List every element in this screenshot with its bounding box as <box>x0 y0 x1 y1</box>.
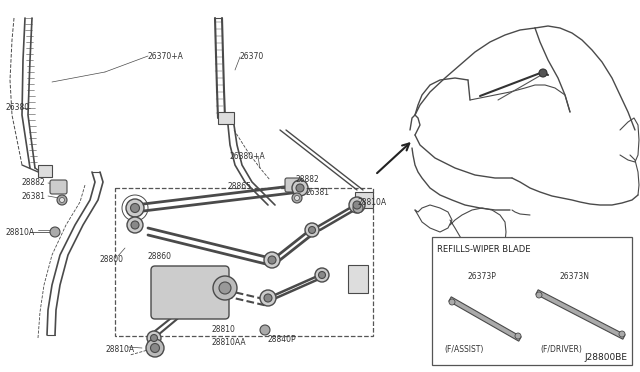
Circle shape <box>150 334 157 341</box>
Circle shape <box>619 331 625 337</box>
Text: 26370: 26370 <box>240 52 264 61</box>
Text: 26373P: 26373P <box>467 272 496 281</box>
FancyBboxPatch shape <box>50 180 67 194</box>
Bar <box>348 265 368 293</box>
Circle shape <box>319 272 326 279</box>
Circle shape <box>353 201 361 209</box>
Text: 28865: 28865 <box>228 182 252 191</box>
Polygon shape <box>449 297 521 341</box>
Circle shape <box>264 294 272 302</box>
Circle shape <box>264 252 280 268</box>
Text: 26370+A: 26370+A <box>148 52 184 61</box>
Text: J28800BE: J28800BE <box>584 353 627 362</box>
Circle shape <box>260 325 270 335</box>
Circle shape <box>146 339 164 357</box>
Circle shape <box>126 199 144 217</box>
Text: 28810: 28810 <box>212 325 236 334</box>
Circle shape <box>268 256 276 264</box>
Circle shape <box>60 198 65 202</box>
Text: 26380: 26380 <box>5 103 29 112</box>
Bar <box>218 112 234 124</box>
Text: (F/DRIVER): (F/DRIVER) <box>540 345 582 354</box>
Circle shape <box>305 223 319 237</box>
FancyBboxPatch shape <box>151 266 229 319</box>
Circle shape <box>515 333 521 339</box>
Bar <box>355 192 373 208</box>
Circle shape <box>539 69 547 77</box>
Circle shape <box>147 331 161 345</box>
Text: 26373N: 26373N <box>560 272 590 281</box>
Text: 28810A: 28810A <box>358 198 387 207</box>
Circle shape <box>50 227 60 237</box>
Circle shape <box>131 221 139 229</box>
Circle shape <box>308 227 316 234</box>
Circle shape <box>260 290 276 306</box>
Bar <box>115 188 373 336</box>
Circle shape <box>296 184 304 192</box>
Circle shape <box>57 195 67 205</box>
Circle shape <box>292 180 308 196</box>
Text: 28800: 28800 <box>100 255 124 264</box>
Circle shape <box>353 203 363 213</box>
Text: 26380+A: 26380+A <box>230 152 266 161</box>
Circle shape <box>127 217 143 233</box>
Bar <box>432 237 632 365</box>
Circle shape <box>294 196 300 201</box>
Text: 28860: 28860 <box>148 252 172 261</box>
FancyBboxPatch shape <box>285 178 302 192</box>
Text: 28810A: 28810A <box>5 228 34 237</box>
Circle shape <box>315 268 329 282</box>
Circle shape <box>349 197 365 213</box>
Circle shape <box>536 292 542 298</box>
Text: 28882: 28882 <box>295 175 319 184</box>
Bar <box>38 165 52 177</box>
Circle shape <box>213 276 237 300</box>
Text: 28810AA: 28810AA <box>212 338 246 347</box>
Circle shape <box>219 282 231 294</box>
Circle shape <box>449 299 455 305</box>
Text: 28882: 28882 <box>22 178 45 187</box>
Text: REFILLS-WIPER BLADE: REFILLS-WIPER BLADE <box>437 245 531 254</box>
Text: 26381: 26381 <box>305 188 329 197</box>
Polygon shape <box>536 290 625 339</box>
Circle shape <box>150 343 159 353</box>
Text: 28810A: 28810A <box>105 345 134 354</box>
Text: 28840P: 28840P <box>268 335 296 344</box>
Text: (F/ASSIST): (F/ASSIST) <box>444 345 483 354</box>
Text: 26381: 26381 <box>22 192 46 201</box>
Circle shape <box>292 193 302 203</box>
Circle shape <box>131 203 140 212</box>
